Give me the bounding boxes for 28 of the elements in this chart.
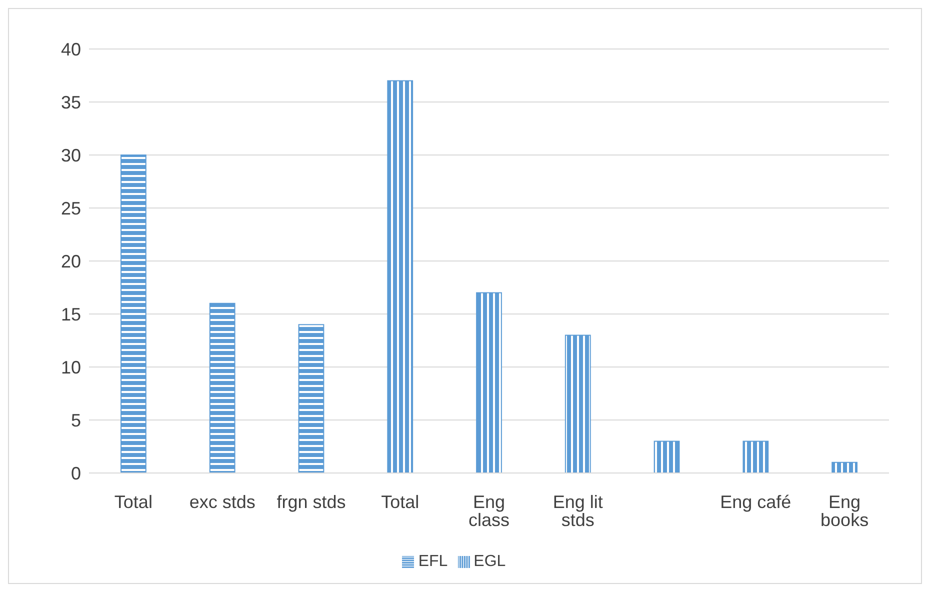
x-tick-label: Eng café xyxy=(720,492,792,512)
bar xyxy=(476,292,502,473)
x-tick-label: exc stds xyxy=(189,492,256,512)
x-tick-label: Eng class xyxy=(468,492,510,530)
y-tick-label: 25 xyxy=(60,198,81,218)
y-tick-label: 35 xyxy=(60,92,81,112)
x-tick-label: Eng lit stds xyxy=(552,492,603,530)
x-tick-label: Total xyxy=(381,492,420,512)
bar xyxy=(387,80,414,473)
y-tick-label: 15 xyxy=(60,304,81,324)
bar xyxy=(742,440,769,473)
y-tick-label: 40 xyxy=(60,39,81,60)
bar xyxy=(832,462,858,473)
legend-label: EFL xyxy=(418,553,448,570)
bar xyxy=(209,302,236,473)
bar xyxy=(654,440,680,473)
y-tick-label: 5 xyxy=(70,410,81,430)
bar xyxy=(564,334,591,473)
legend-label: EGL xyxy=(474,553,506,570)
bar xyxy=(120,154,146,473)
x-tick-label: frgn stds xyxy=(276,492,346,512)
y-tick-label: 20 xyxy=(60,251,81,272)
y-tick-label: 10 xyxy=(60,357,81,378)
bar xyxy=(298,324,324,473)
x-tick-label: Total xyxy=(114,492,152,512)
x-tick-label: Eng books xyxy=(820,492,869,530)
y-tick-label: 30 xyxy=(60,145,81,166)
y-tick-label: 0 xyxy=(70,463,81,484)
